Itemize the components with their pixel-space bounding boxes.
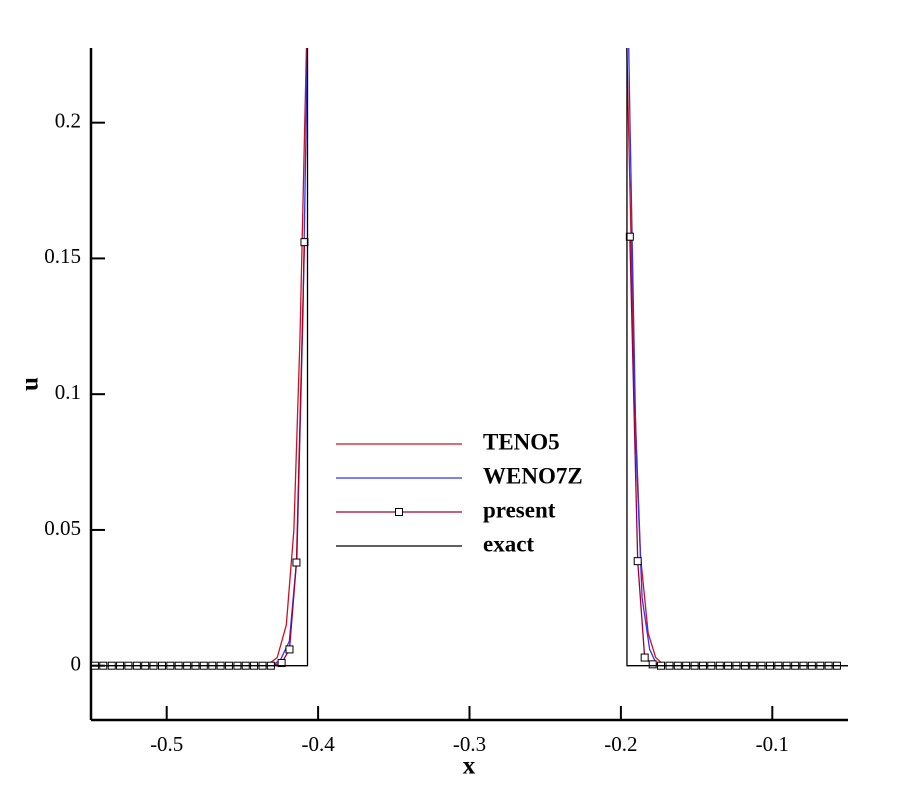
y-tick-label: 0: [71, 652, 82, 676]
series-line: [91, 48, 308, 667]
y-tick-label: 0.2: [55, 108, 81, 132]
marker: [292, 558, 301, 567]
y-tick-label: 0.15: [44, 244, 81, 268]
series-line: [626, 48, 848, 667]
marker: [633, 557, 642, 566]
legend-marker: [395, 508, 403, 516]
series-line: [91, 48, 309, 667]
legend-label: present: [483, 497, 556, 522]
legend-label: exact: [483, 531, 534, 556]
x-tick-label: -0.3: [453, 732, 486, 756]
plot-area: [91, 48, 848, 670]
x-tick-label: -0.1: [756, 732, 789, 756]
y-tick-label: 0.05: [44, 516, 81, 540]
marker: [648, 660, 657, 669]
y-axis-label: u: [17, 377, 44, 391]
series-line: [94, 242, 306, 667]
x-axis-label: x: [463, 753, 476, 780]
x-tick-label: -0.4: [301, 732, 335, 756]
series-line: [91, 48, 309, 667]
marker: [640, 653, 649, 662]
legend-label: TENO5: [483, 429, 560, 454]
legend-label: WENO7Z: [483, 463, 583, 488]
marker: [277, 658, 286, 667]
x-tick-label: -0.2: [604, 732, 637, 756]
series-line: [626, 48, 848, 667]
series-line: [628, 48, 848, 667]
marker: [285, 645, 294, 654]
x-tick-label: -0.5: [150, 732, 183, 756]
series-line: [629, 236, 837, 667]
y-tick-label: 0.1: [55, 380, 81, 404]
